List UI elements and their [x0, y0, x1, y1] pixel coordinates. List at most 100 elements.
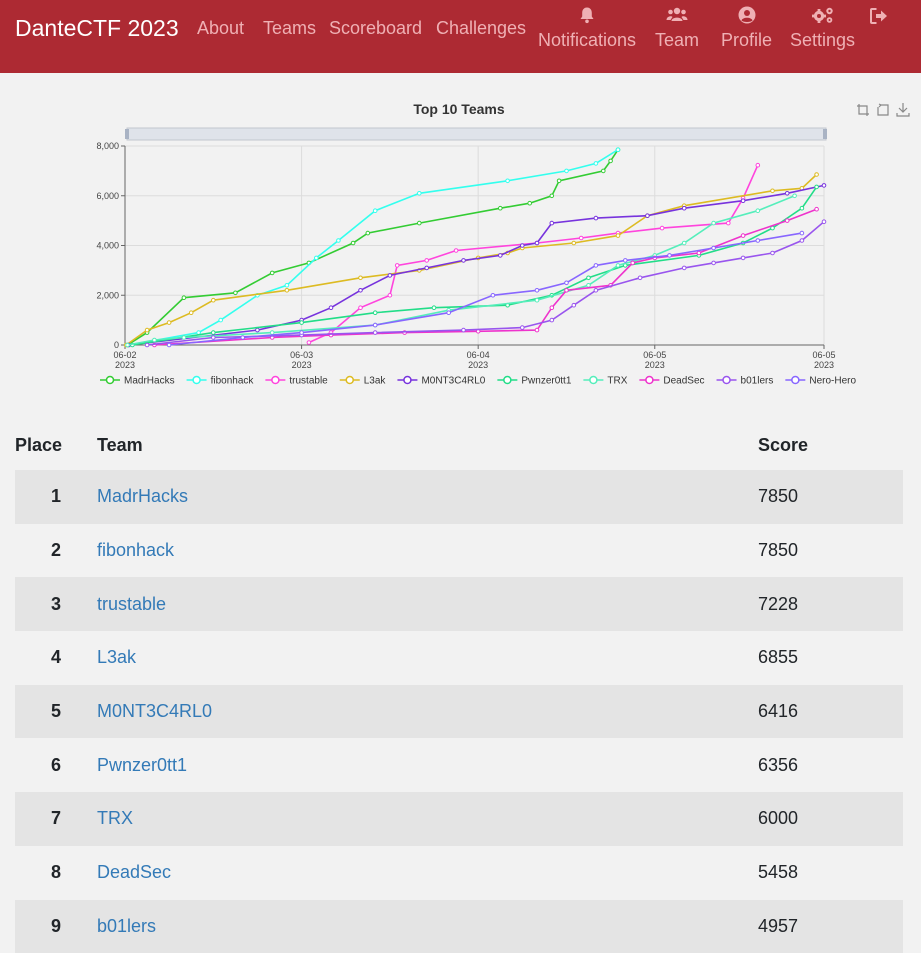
- legend-item[interactable]: Nero-Hero: [785, 376, 856, 387]
- team-link[interactable]: TRX: [97, 808, 133, 828]
- x-tick-year-label: 2023: [115, 360, 135, 370]
- nav-link-about[interactable]: About: [197, 18, 244, 39]
- series-TRX: [126, 194, 797, 347]
- data-point: [815, 173, 819, 177]
- nav-profile-label: Profile: [721, 30, 772, 51]
- nav-profile[interactable]: Profile: [721, 6, 772, 51]
- team-link[interactable]: DeadSec: [97, 862, 171, 882]
- data-point: [366, 231, 370, 235]
- chart-series: [124, 148, 825, 347]
- data-point: [579, 236, 583, 240]
- legend-item[interactable]: M0NT3C4RL0: [397, 376, 485, 387]
- data-point: [616, 148, 620, 152]
- zoom-handle-left[interactable]: [125, 129, 129, 139]
- data-point: [285, 284, 289, 288]
- data-point: [425, 259, 429, 263]
- zoom-in-icon[interactable]: [857, 104, 869, 116]
- data-point: [682, 206, 686, 210]
- team-link[interactable]: Pwnzer0tt1: [97, 755, 187, 775]
- row-place: 7: [15, 792, 97, 846]
- legend-item[interactable]: MadrHacks: [100, 376, 175, 387]
- legend-item[interactable]: fibonhack: [187, 376, 255, 387]
- data-point: [756, 239, 760, 243]
- nav-settings[interactable]: Settings: [790, 6, 855, 51]
- data-point: [712, 221, 716, 225]
- data-point: [741, 234, 745, 238]
- data-point: [587, 276, 591, 280]
- row-place: 5: [15, 685, 97, 739]
- team-link[interactable]: M0NT3C4RL0: [97, 701, 212, 721]
- row-place: 8: [15, 846, 97, 900]
- score-chart-svg: Top 10 Teams 02,0004,0006,0008,00006-022…: [0, 90, 921, 390]
- data-point: [425, 266, 429, 270]
- data-point: [594, 289, 598, 293]
- legend-label: M0NT3C4RL0: [421, 376, 485, 387]
- data-zoom-slider[interactable]: [125, 128, 827, 140]
- legend-item[interactable]: L3ak: [340, 376, 387, 387]
- data-point: [771, 251, 775, 255]
- data-point: [373, 323, 377, 327]
- data-point: [388, 294, 392, 298]
- legend-item[interactable]: TRX: [583, 376, 627, 387]
- legend-item[interactable]: DeadSec: [639, 376, 704, 387]
- legend-item[interactable]: b01lers: [717, 376, 774, 387]
- series-M0NT3C4RL0: [127, 184, 826, 347]
- data-point: [594, 162, 598, 166]
- zoom-reset-icon[interactable]: [878, 104, 888, 115]
- y-tick-label: 0: [114, 340, 119, 350]
- data-point: [785, 219, 789, 223]
- data-point: [682, 241, 686, 245]
- data-point: [815, 207, 819, 211]
- header-score: Score: [758, 420, 903, 470]
- zoom-handle-right[interactable]: [823, 129, 827, 139]
- series-line: [129, 150, 618, 345]
- nav-link-scoreboard[interactable]: Scoreboard: [329, 18, 422, 39]
- row-score: 6855: [758, 631, 903, 685]
- header-place: Place: [15, 420, 97, 470]
- scoreboard-table: Place Team Score 1 MadrHacks 7850 2 fibo…: [15, 420, 903, 953]
- download-icon[interactable]: [897, 103, 909, 116]
- data-point: [285, 289, 289, 293]
- data-point: [256, 328, 260, 332]
- nav-link-teams[interactable]: Teams: [263, 18, 316, 39]
- data-point: [682, 266, 686, 270]
- data-point: [785, 192, 789, 196]
- row-place: 4: [15, 631, 97, 685]
- data-point: [329, 306, 333, 310]
- series-DeadSec: [153, 207, 819, 346]
- data-point: [499, 206, 503, 210]
- nav-team[interactable]: Team: [655, 6, 699, 51]
- data-point: [315, 256, 319, 260]
- team-link[interactable]: fibonhack: [97, 540, 174, 560]
- team-link[interactable]: MadrHacks: [97, 486, 188, 506]
- legend-item[interactable]: Pwnzer0tt1: [497, 376, 571, 387]
- data-point: [182, 336, 186, 340]
- cogs-icon: [811, 6, 835, 24]
- data-point: [756, 163, 760, 167]
- nav-link-challenges[interactable]: Challenges: [436, 18, 526, 39]
- x-tick-label: 06-02: [113, 350, 136, 360]
- team-link[interactable]: b01lers: [97, 916, 156, 936]
- legend-label: L3ak: [364, 376, 387, 387]
- data-point: [550, 221, 554, 225]
- data-point: [521, 326, 525, 330]
- nav-team-label: Team: [655, 30, 699, 51]
- nav-notifications[interactable]: Notifications: [538, 6, 636, 51]
- data-point: [631, 261, 635, 265]
- x-tick-label: 06-03: [290, 350, 313, 360]
- series-line: [128, 150, 619, 345]
- logout-button[interactable]: [870, 8, 888, 29]
- brand-title[interactable]: DanteCTF 2023: [15, 15, 179, 42]
- data-point: [822, 184, 826, 188]
- data-point: [145, 328, 149, 332]
- data-point: [660, 226, 664, 230]
- table-header-row: Place Team Score: [15, 420, 903, 470]
- series-line: [129, 185, 824, 345]
- team-link[interactable]: L3ak: [97, 647, 136, 667]
- legend-item[interactable]: trustable: [265, 376, 328, 387]
- row-score: 6356: [758, 738, 903, 792]
- data-point: [337, 239, 341, 243]
- table-row: 5 M0NT3C4RL0 6416: [15, 685, 903, 739]
- legend-label: b01lers: [741, 376, 774, 387]
- team-link[interactable]: trustable: [97, 594, 166, 614]
